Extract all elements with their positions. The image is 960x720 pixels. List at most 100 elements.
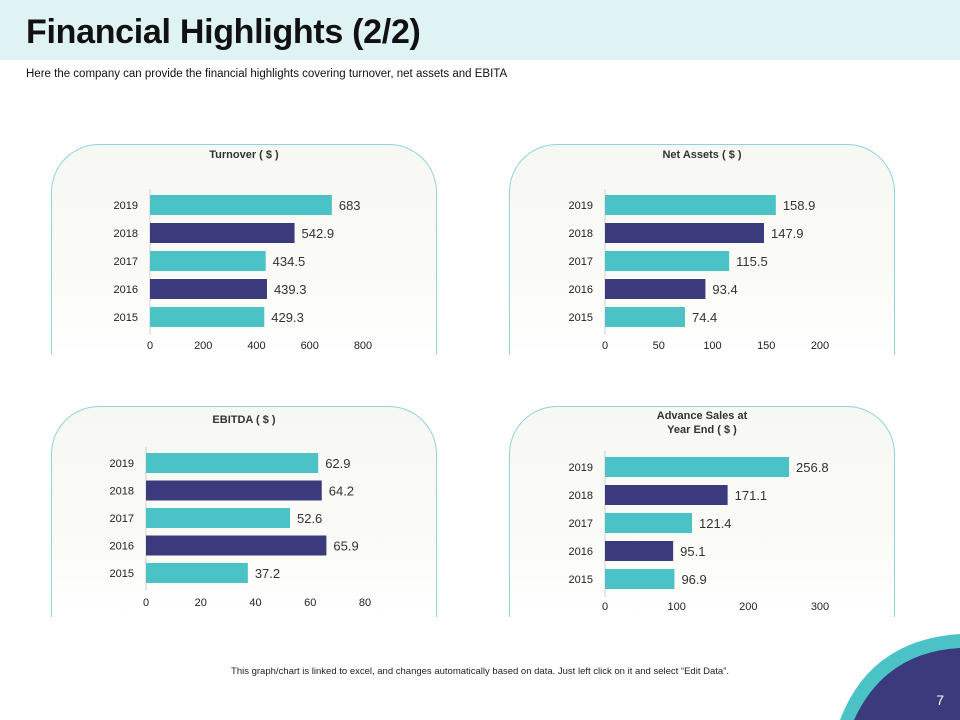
corner-navy-shape [854,648,960,720]
x-tick-label: 100 [703,340,721,352]
bar-2019 [605,457,790,477]
x-tick-label: 50 [653,340,665,352]
data-label-2015: 429.3 [271,310,304,325]
bar-2018 [605,485,728,505]
data-label-2016: 93.4 [712,282,737,297]
data-label-2017: 115.5 [736,254,768,269]
data-label-2016: 439.3 [274,282,307,297]
data-label-2017: 52.6 [297,511,322,526]
data-label-2019: 158.9 [783,198,816,213]
bar-2017 [150,251,266,271]
header-band: Financial Highlights (2/2) [0,0,960,60]
category-label-2015: 2015 [110,568,134,580]
chart-panel-net-assets: Net Assets ( $ ) 2019 158.9 2018 147.9 2017 1… [509,144,895,355]
category-label-2015: 2015 [114,312,138,324]
data-label-2016: 65.9 [333,539,358,554]
bar-2016 [605,541,674,561]
data-label-2015: 74.4 [692,310,717,325]
bar-2015 [146,563,248,583]
net-assets-bar-chart: 2019 158.9 2018 147.9 2017 115.5 2016 93.4 2015 7… [569,189,829,352]
data-label-2017: 121.4 [699,516,732,531]
chart-title: Turnover ( $ ) [209,149,279,161]
data-label-2015: 96.9 [681,572,706,587]
chart-title: Net Assets ( $ ) [662,149,742,161]
bar-2016 [150,279,267,299]
x-tick-label: 400 [247,340,265,352]
data-label-2016: 95.1 [680,544,705,559]
category-label-2018: 2018 [569,490,593,502]
data-label-2015: 37.2 [255,566,280,581]
advance-sales-bar-chart: 2019 256.8 2018 171.1 2017 121.4 2016 95.1 2015 9… [569,451,829,613]
x-tick-label: 150 [757,340,775,352]
data-label-2018: 542.9 [302,226,335,241]
corner-decoration [840,634,960,720]
bar-2018 [605,223,764,243]
ebitda-bar-chart: 2019 62.9 2018 64.2 2017 52.6 2016 65.9 2015 37.2… [110,447,371,609]
category-label-2016: 2016 [569,284,593,296]
bar-2017 [146,508,290,528]
x-tick-label: 0 [147,340,153,352]
category-label-2017: 2017 [114,256,138,268]
page-title: Financial Highlights (2/2) [26,13,421,51]
x-tick-label: 300 [811,601,829,613]
category-label-2015: 2015 [569,312,593,324]
x-tick-label: 40 [249,597,261,609]
bar-2016 [146,535,327,556]
data-label-2018: 171.1 [735,488,768,503]
x-tick-label: 0 [143,597,149,609]
category-label-2019: 2019 [110,458,134,470]
x-tick-label: 20 [195,597,207,609]
turnover-bar-chart: 2019 683 2018 542.9 2017 434.5 2016 439.3 2015 42… [114,189,372,352]
bar-2015 [605,307,685,327]
x-tick-label: 200 [739,601,757,613]
category-label-2018: 2018 [110,486,134,498]
category-label-2015: 2015 [569,574,593,586]
x-tick-label: 80 [359,597,371,609]
x-tick-label: 0 [602,340,608,352]
chart-panel-turnover: Turnover ( $ ) 2019 683 2018 542.9 2017 434.5… [51,144,437,355]
category-label-2019: 2019 [569,462,593,474]
data-label-2017: 434.5 [273,254,306,269]
category-label-2017: 2017 [569,256,593,268]
data-label-2019: 256.8 [796,460,829,475]
category-label-2019: 2019 [114,200,138,212]
bar-2019 [146,453,319,473]
bar-2018 [150,223,295,243]
data-label-2019: 683 [339,198,361,213]
x-tick-label: 200 [194,340,212,352]
category-label-2017: 2017 [569,518,593,530]
page-number: 7 [936,692,944,708]
chart-title: EBITDA ( $ ) [212,414,276,426]
data-label-2018: 147.9 [771,226,804,241]
x-tick-label: 200 [811,340,829,352]
x-tick-label: 100 [667,601,685,613]
category-label-2016: 2016 [114,284,138,296]
chart-title-line-2: Year End ( $ ) [667,424,737,436]
x-tick-label: 60 [304,597,316,609]
bar-2017 [605,513,693,533]
data-label-2019: 62.9 [325,456,350,471]
bar-2016 [605,279,706,299]
category-label-2018: 2018 [569,228,593,240]
bar-2018 [146,480,322,501]
chart-panel-ebitda: EBITDA ( $ ) 2019 62.9 2018 64.2 2017 52.6 201… [51,406,437,617]
bar-2019 [605,195,776,215]
category-label-2016: 2016 [569,546,593,558]
bar-2017 [605,251,730,271]
bar-2015 [150,307,265,327]
data-label-2018: 64.2 [329,484,354,499]
x-tick-label: 600 [301,340,319,352]
category-label-2016: 2016 [110,541,134,553]
bar-2019 [150,195,332,215]
page-subtitle: Here the company can provide the financi… [26,68,508,80]
category-label-2019: 2019 [569,200,593,212]
footer-note: This graph/chart is linked to excel, and… [231,666,729,677]
category-label-2017: 2017 [110,513,134,525]
x-tick-label: 0 [602,601,608,613]
category-label-2018: 2018 [114,228,138,240]
chart-title-line-1: Advance Sales at [656,410,748,422]
x-tick-label: 800 [354,340,372,352]
chart-title: Advance Sales at Year End ( $ ) [510,409,894,437]
bar-2015 [605,569,675,589]
chart-panel-advance-sales: Advance Sales at Year End ( $ ) 2019 256.… [509,406,895,617]
